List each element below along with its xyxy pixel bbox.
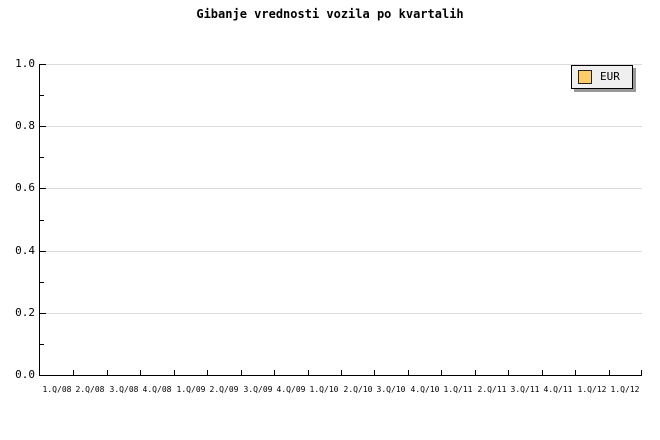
x-axis-label: 1.Q/10 xyxy=(309,385,339,394)
x-axis-tick xyxy=(508,370,509,375)
y-axis-label: 0.8 xyxy=(15,119,35,132)
x-axis-label: 4.Q/08 xyxy=(142,385,172,394)
x-axis-label: 1.Q/08 xyxy=(42,385,72,394)
x-axis-tick xyxy=(475,370,476,375)
x-axis-label: 3.Q/10 xyxy=(376,385,406,394)
x-axis-label: 4.Q/11 xyxy=(543,385,573,394)
y-axis-minor-tick xyxy=(40,344,44,345)
x-axis-tick xyxy=(408,370,409,375)
x-axis-tick xyxy=(374,370,375,375)
x-axis-label: 2.Q/09 xyxy=(209,385,239,394)
legend-label: EUR xyxy=(600,70,620,83)
y-axis-label: 0.0 xyxy=(15,368,35,381)
plot-area xyxy=(39,64,642,376)
x-axis-tick xyxy=(207,370,208,375)
gridline xyxy=(40,251,642,252)
x-axis-label: 2.Q/11 xyxy=(477,385,507,394)
x-axis-label: 2.Q/10 xyxy=(343,385,373,394)
y-axis-minor-tick xyxy=(40,282,44,283)
x-axis-tick xyxy=(441,370,442,375)
gridline xyxy=(40,126,642,127)
x-axis-tick xyxy=(308,370,309,375)
x-axis-label: 1.Q/12 xyxy=(610,385,640,394)
x-axis-tick xyxy=(140,370,141,375)
y-axis-label: 1.0 xyxy=(15,57,35,70)
x-axis-label: 3.Q/08 xyxy=(109,385,139,394)
chart-title: Gibanje vrednosti vozila po kvartalih xyxy=(196,7,464,21)
x-axis-label: 3.Q/11 xyxy=(510,385,540,394)
x-axis-tick xyxy=(641,370,642,375)
x-axis-tick xyxy=(341,370,342,375)
x-axis-label: 1.Q/11 xyxy=(443,385,473,394)
x-axis-label: 4.Q/10 xyxy=(410,385,440,394)
y-axis-major-tick xyxy=(40,188,46,189)
x-axis-tick xyxy=(274,370,275,375)
y-axis-label: 0.4 xyxy=(15,244,35,257)
gridline xyxy=(40,64,642,65)
x-axis-label: 3.Q/09 xyxy=(243,385,273,394)
x-axis-tick xyxy=(542,370,543,375)
y-axis-major-tick xyxy=(40,64,46,65)
x-axis-label: 1.Q/12 xyxy=(577,385,607,394)
x-axis-label: 1.Q/09 xyxy=(176,385,206,394)
y-axis-major-tick xyxy=(40,126,46,127)
x-axis-label: 4.Q/09 xyxy=(276,385,306,394)
x-axis-tick xyxy=(575,370,576,375)
x-axis-tick xyxy=(174,370,175,375)
x-axis-label: 2.Q/08 xyxy=(75,385,105,394)
x-axis-tick xyxy=(241,370,242,375)
y-axis-minor-tick xyxy=(40,220,44,221)
y-axis-minor-tick xyxy=(40,157,44,158)
y-axis-major-tick xyxy=(40,313,46,314)
legend: EUR xyxy=(571,65,633,89)
y-axis-major-tick xyxy=(40,251,46,252)
x-axis-tick xyxy=(609,370,610,375)
gridline xyxy=(40,188,642,189)
legend-swatch-eur xyxy=(578,70,592,84)
y-axis-label: 0.6 xyxy=(15,181,35,194)
gridline xyxy=(40,313,642,314)
y-axis-label: 0.2 xyxy=(15,306,35,319)
x-axis-tick xyxy=(107,370,108,375)
y-axis-minor-tick xyxy=(40,95,44,96)
x-axis-tick xyxy=(73,370,74,375)
